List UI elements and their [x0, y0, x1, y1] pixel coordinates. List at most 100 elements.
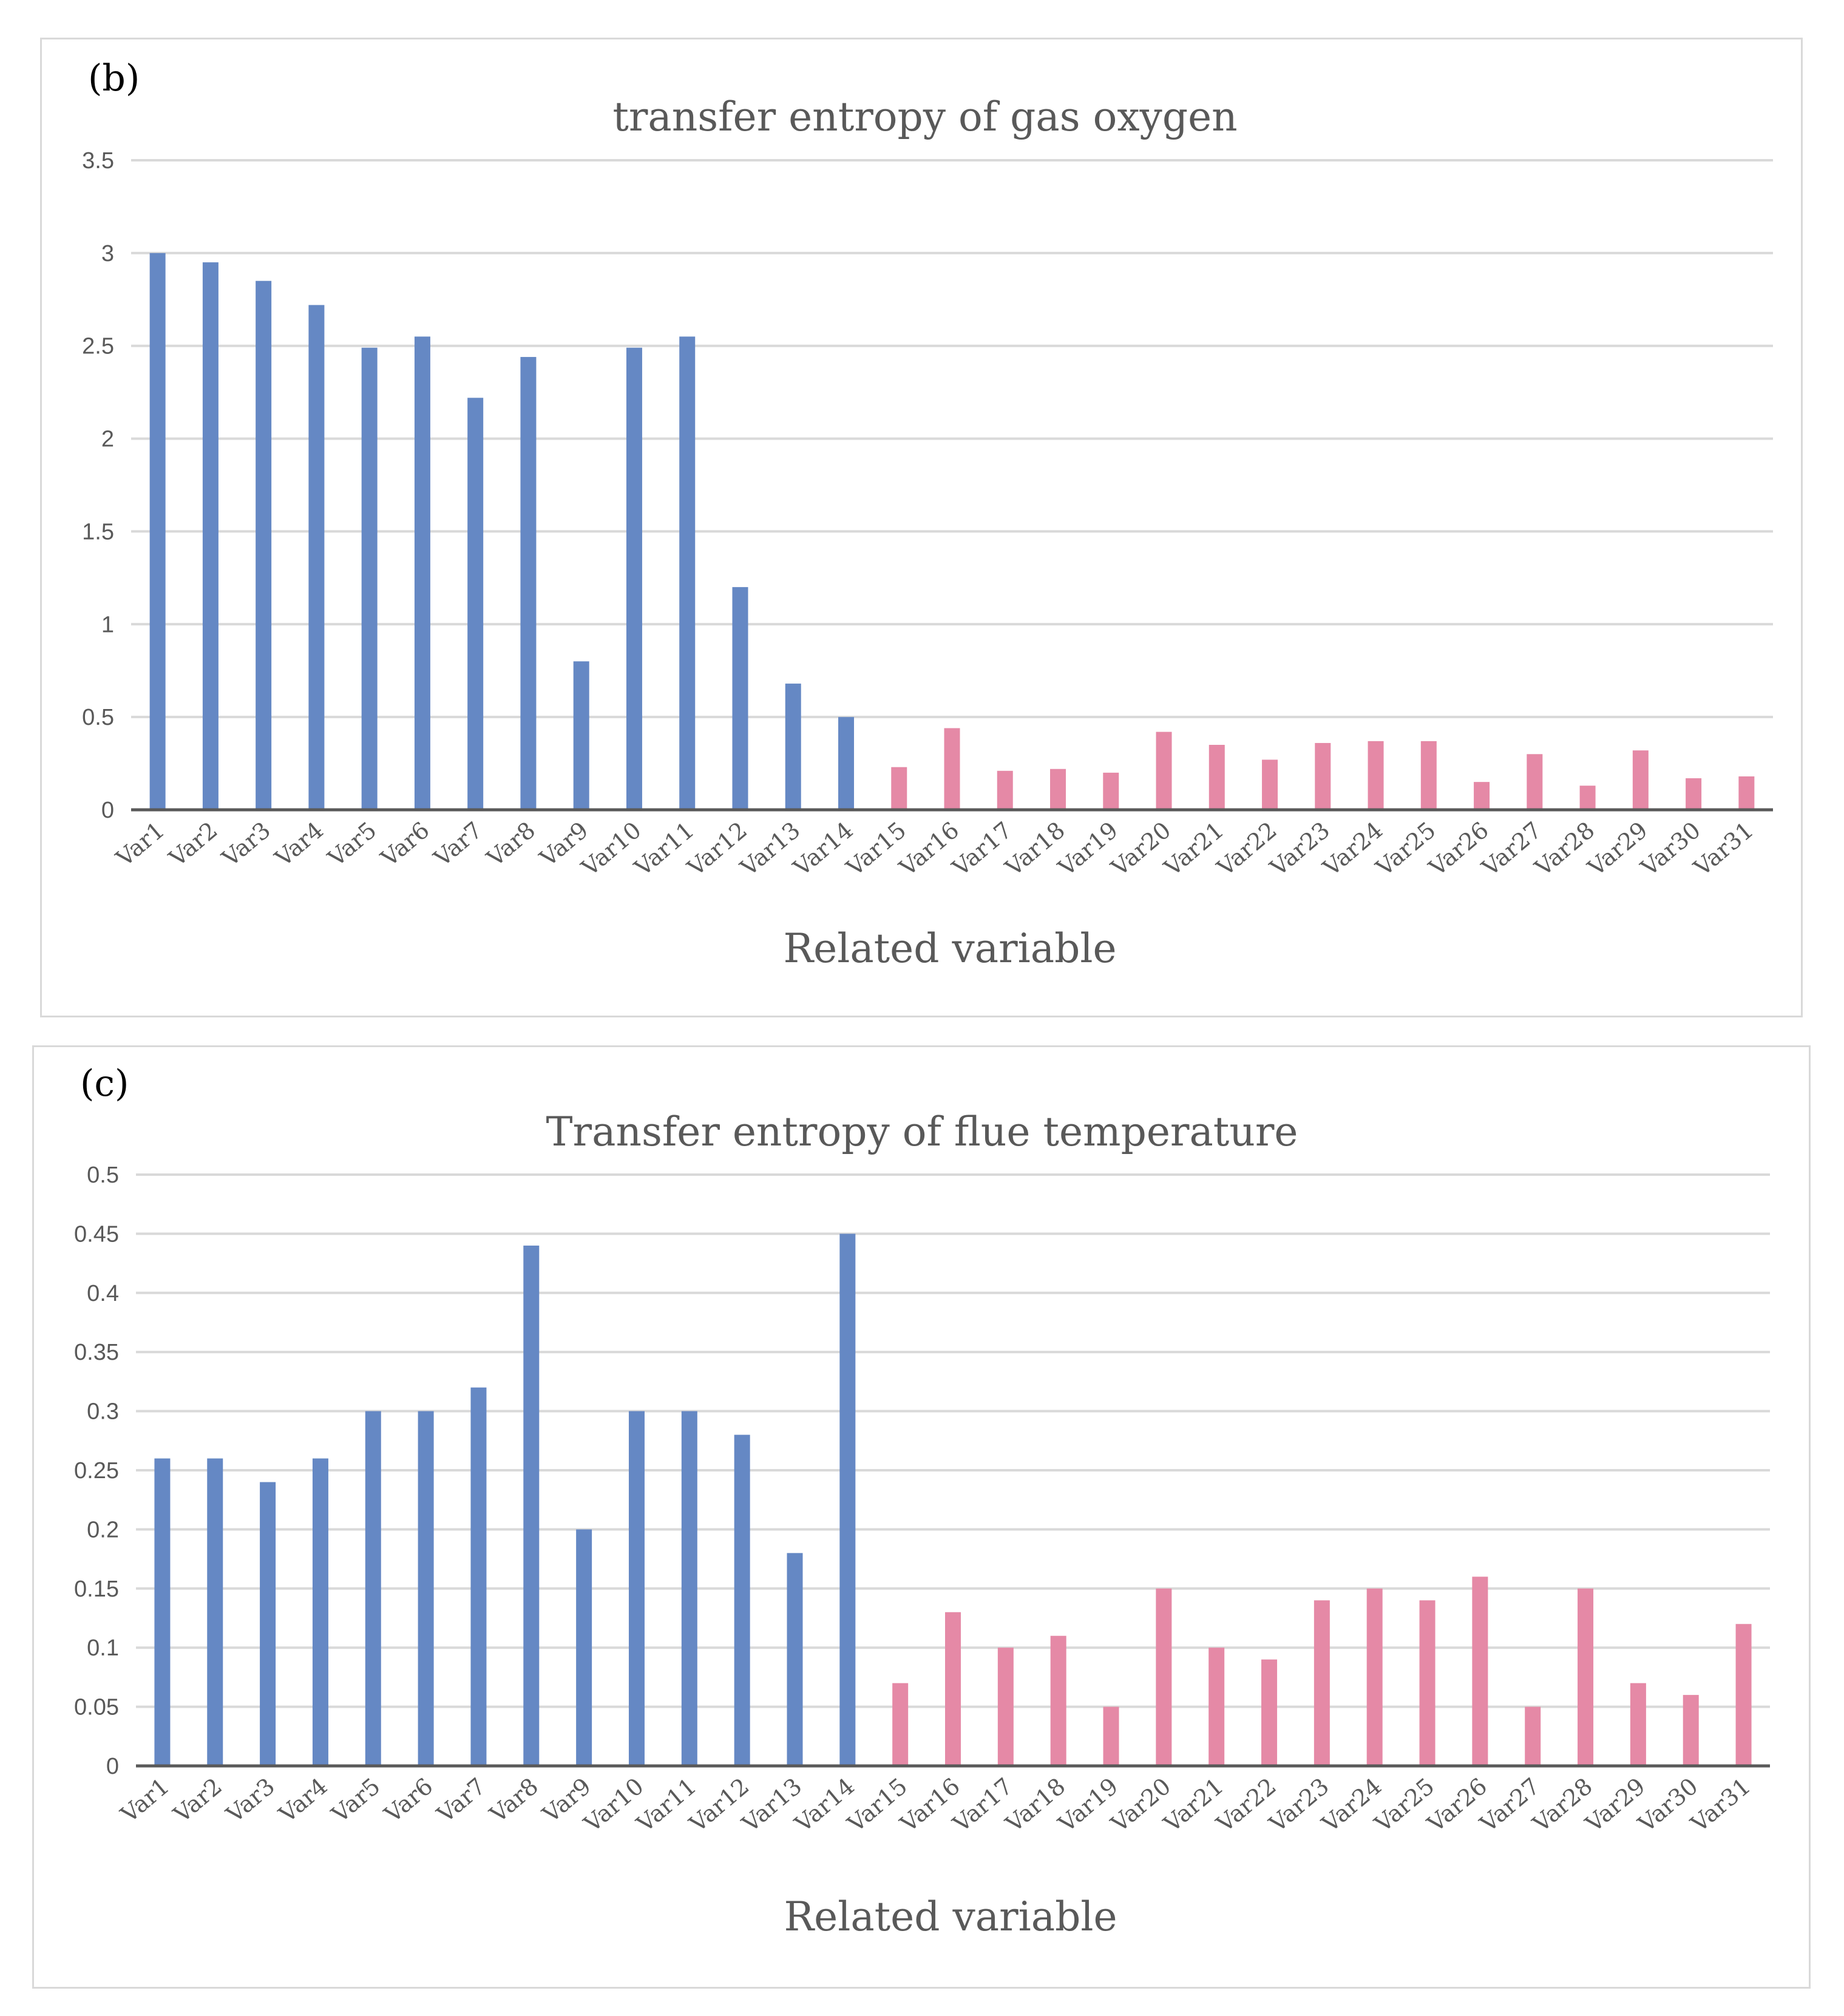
x-tick-label-c: Var19: [1053, 1773, 1124, 1838]
x-tick-label-b: Var14: [788, 816, 858, 881]
bar-b: [1474, 782, 1490, 810]
x-tick-label-b: Var15: [841, 816, 911, 881]
y-tick-label-b: 2.5: [82, 334, 114, 359]
chart-title-b: transfer entropy of gas oxygen: [612, 93, 1237, 140]
x-tick-label-c: Var25: [1369, 1773, 1440, 1838]
x-tick-label-c: Var23: [1264, 1773, 1334, 1838]
plot-area-b: 0 0.5 1 1.5 2 2.5 3 3.5 Var1Var2Var3Var4Var5Var6…: [82, 148, 1773, 881]
bar-c: [418, 1411, 434, 1766]
x-tick-label-b: Var29: [1582, 816, 1653, 881]
bar-b: [1208, 745, 1225, 810]
y-tick-label-c: 0.15: [74, 1576, 119, 1602]
x-tick-label-c: Var10: [578, 1773, 649, 1838]
bar-b: [626, 347, 642, 810]
x-tick-label-c: Var1: [115, 1773, 174, 1828]
bar-b: [891, 767, 907, 810]
bar-c: [1208, 1648, 1225, 1766]
chart-c-svg: (c) Transfer entropy of flue temperature…: [74, 1062, 1770, 1940]
x-tick-label-b: Var12: [682, 816, 753, 881]
x-tick-label-c: Var31: [1686, 1773, 1756, 1838]
x-tick-label-b: Var26: [1423, 816, 1494, 881]
x-tick-label-c: Var27: [1474, 1773, 1545, 1838]
x-tick-label-b: Var5: [322, 816, 381, 872]
chart-b-svg: (b) transfer entropy of gas oxygen Relat…: [82, 57, 1773, 972]
y-tick-label-b: 1.5: [82, 519, 114, 545]
x-tick-label-b: Var23: [1264, 816, 1335, 881]
y-tick-label-c: 0.45: [74, 1221, 119, 1247]
bar-c: [892, 1683, 909, 1766]
y-tick-label-b: 3: [101, 241, 114, 266]
bar-b: [679, 336, 696, 810]
x-tick-label-b: Var2: [163, 816, 222, 872]
chart-title-c: Transfer entropy of flue temperature: [546, 1108, 1298, 1155]
y-tick-label-c: 0.25: [74, 1458, 119, 1484]
x-tick-label-b: Var6: [376, 816, 435, 872]
x-tick-label-c: Var6: [379, 1773, 438, 1828]
x-tick-label-c: Var14: [789, 1773, 859, 1838]
bar-c: [787, 1553, 803, 1766]
x-tick-label-c: Var7: [432, 1773, 490, 1828]
x-tick-label-c: Var3: [221, 1773, 280, 1828]
x-tick-label-b: Var1: [110, 816, 169, 872]
y-tick-label-b: 1: [101, 612, 114, 637]
y-tick-label-c: 0.35: [74, 1340, 119, 1365]
chart-panel-b: (b) transfer entropy of gas oxygen Relat…: [40, 38, 1803, 1017]
x-tick-label-b: Var8: [481, 816, 540, 872]
bar-b: [838, 717, 854, 810]
bar-b: [1738, 776, 1755, 810]
bar-c: [628, 1411, 645, 1766]
y-tick-label-c: 0.1: [87, 1635, 119, 1661]
panel-label-c: (c): [80, 1062, 129, 1105]
bar-b: [308, 305, 325, 810]
y-tick-label-c: 0.2: [87, 1517, 119, 1543]
bar-c: [1735, 1624, 1752, 1766]
bar-b: [256, 280, 272, 810]
bar-b: [1315, 742, 1331, 810]
bar-c: [312, 1458, 328, 1766]
x-tick-label-b: Var7: [429, 816, 487, 872]
y-tick-label-b: 0.5: [82, 705, 114, 730]
x-tick-label-b: Var21: [1159, 816, 1229, 881]
y-tick-label-b: 0: [101, 798, 114, 823]
bar-c: [523, 1245, 540, 1766]
x-tick-label-c: Var22: [1211, 1773, 1281, 1838]
bar-b: [520, 357, 537, 810]
y-tick-label-c: 0.4: [87, 1281, 119, 1306]
x-tick-label-b: Var3: [217, 816, 276, 872]
bar-c: [576, 1529, 592, 1766]
bar-b: [1632, 750, 1649, 810]
x-tick-label-b: Var13: [735, 816, 805, 881]
x-tick-label-c: Var29: [1580, 1773, 1650, 1838]
y-tick-label-b: 3.5: [82, 148, 114, 174]
x-tick-label-b: Var27: [1476, 816, 1547, 881]
x-tick-label-c: Var26: [1422, 1773, 1492, 1838]
x-tick-label-b: Var31: [1688, 816, 1758, 881]
x-tick-label-c: Var28: [1527, 1773, 1598, 1838]
bar-c: [1156, 1588, 1172, 1766]
x-tick-label-c: Var17: [947, 1773, 1018, 1838]
bar-c: [1419, 1600, 1436, 1766]
x-tick-label-b: Var17: [947, 816, 1017, 881]
x-tick-label-c: Var5: [326, 1773, 385, 1828]
x-tick-label-c: Var21: [1158, 1773, 1229, 1838]
x-tick-label-b: Var28: [1530, 816, 1600, 881]
bar-c: [1683, 1695, 1699, 1766]
chart-panel-c: (c) Transfer entropy of flue temperature…: [32, 1045, 1811, 1989]
x-tick-label-c: Var13: [737, 1773, 807, 1838]
bar-b: [785, 684, 801, 810]
x-tick-label-b: Var11: [629, 816, 699, 881]
bar-b: [1579, 786, 1596, 810]
x-tick-label-c: Var12: [684, 1773, 754, 1838]
bar-c: [1261, 1659, 1278, 1766]
x-tick-label-b: Var18: [1000, 816, 1070, 881]
x-tick-label-b: Var4: [269, 816, 328, 872]
bar-b: [573, 661, 589, 810]
y-tick-label-b: 2: [101, 427, 114, 452]
bar-b: [1262, 759, 1278, 810]
plot-area-c: 0 0.05 0.1 0.15 0.2 0.25 0.3 0.35 0.4 0.45 0.5 Var1…: [74, 1162, 1770, 1838]
bar-c: [260, 1482, 276, 1766]
x-axis-label-b: Related variable: [783, 925, 1116, 972]
y-tick-label-c: 0.3: [87, 1399, 119, 1425]
bar-b: [1368, 741, 1384, 810]
bar-b: [361, 347, 378, 810]
